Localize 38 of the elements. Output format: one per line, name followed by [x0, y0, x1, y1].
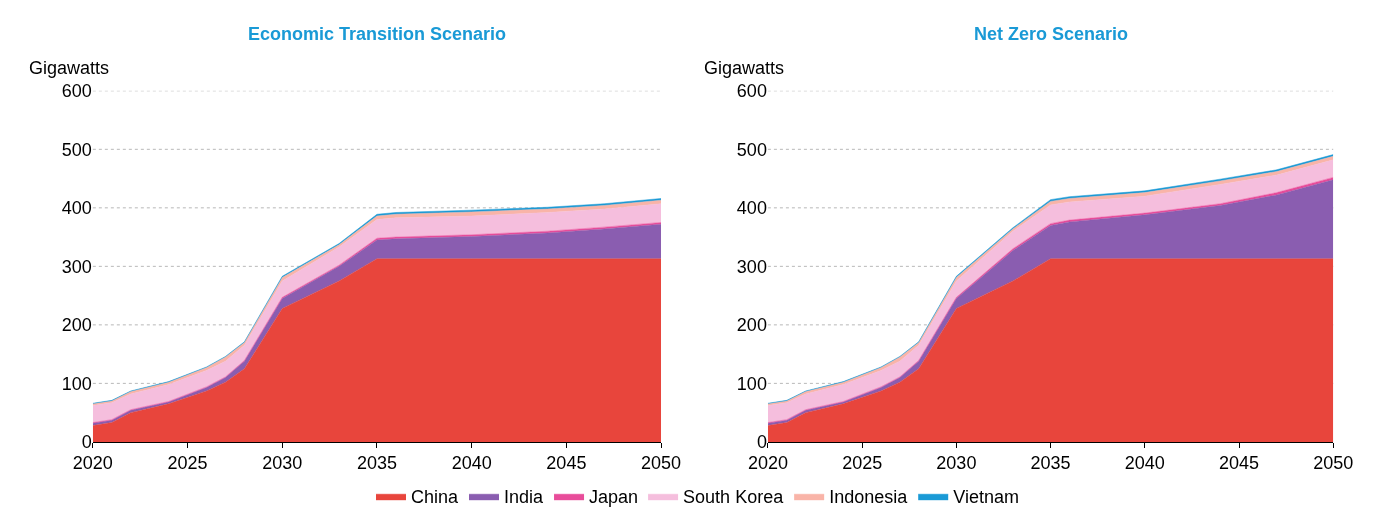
x-tick-label: 2030	[936, 453, 977, 474]
chart-title: Net Zero Scenario	[974, 24, 1129, 44]
x-tick-label: 2025	[842, 453, 883, 474]
chart-title: Economic Transition Scenario	[248, 24, 507, 44]
x-tick-label: 2040	[451, 453, 492, 474]
legend-label: Indonesia	[829, 487, 909, 508]
x-tick-label: 2045	[1218, 453, 1260, 474]
y-tick-label: 200	[736, 315, 767, 336]
legend-label: Japan	[589, 487, 639, 508]
legend-label: South Korea	[683, 487, 785, 508]
y-tick-label: 200	[61, 315, 92, 336]
y-tick-label: 600	[736, 81, 767, 102]
y-tick-label: 300	[736, 256, 767, 277]
y-tick-label: 500	[736, 139, 767, 160]
y-tick-label: 0	[81, 432, 92, 453]
y-tick-label: 100	[736, 373, 767, 394]
legend-label: India	[504, 487, 545, 508]
y-axis-title: Gigawatts	[704, 58, 785, 78]
x-tick-label: 2050	[641, 453, 682, 474]
y-tick-label: 300	[61, 256, 92, 277]
y-tick-label: 600	[61, 81, 92, 102]
x-tick-label: 2040	[1124, 453, 1165, 474]
x-tick-label: 2020	[747, 453, 788, 474]
x-tick-label: 2020	[72, 453, 113, 474]
y-axis-title: Gigawatts	[29, 58, 110, 78]
y-tick-label: 0	[756, 432, 767, 453]
x-tick-label: 2035	[356, 453, 397, 474]
x-tick-label: 2025	[167, 453, 208, 474]
x-tick-label: 2030	[262, 453, 303, 474]
y-tick-label: 100	[61, 373, 92, 394]
y-tick-label: 400	[736, 198, 767, 219]
legend-label: China	[411, 487, 460, 508]
y-tick-label: 500	[61, 139, 92, 160]
legend-label: Vietnam	[953, 487, 1019, 508]
y-tick-label: 400	[61, 198, 92, 219]
x-tick-label: 2050	[1313, 453, 1354, 474]
x-tick-label: 2035	[1030, 453, 1071, 474]
x-tick-label: 2045	[546, 453, 587, 474]
